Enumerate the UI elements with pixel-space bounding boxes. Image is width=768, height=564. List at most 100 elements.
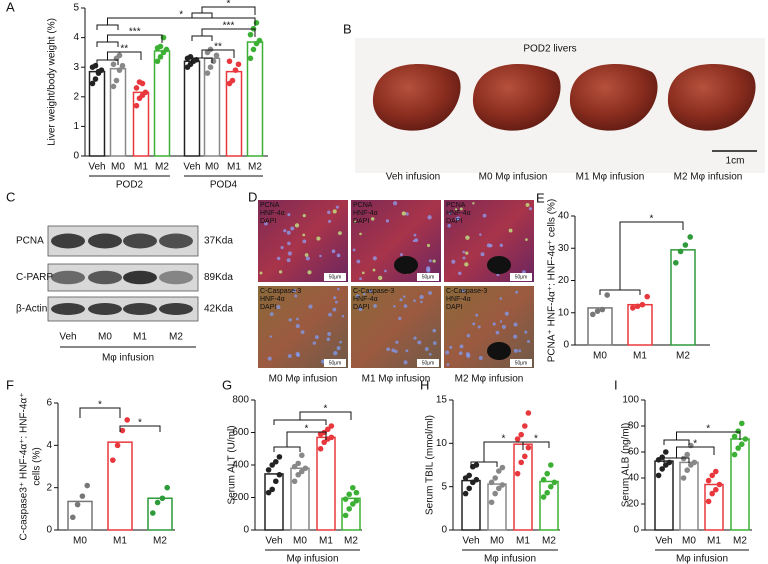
if-nucleus — [432, 259, 436, 263]
data-point — [325, 426, 331, 433]
x-axis-label: Mφ infusion — [484, 554, 536, 564]
if-nucleus — [358, 306, 363, 312]
if-nucleus — [335, 205, 339, 209]
if-nucleus — [307, 270, 312, 275]
if-scale: 50μm — [422, 360, 435, 366]
data-point — [590, 311, 596, 318]
data-point — [548, 462, 554, 468]
data-point — [265, 489, 272, 496]
if-channel: C-Caspase-3 — [446, 288, 487, 295]
if-nucleus — [292, 288, 297, 293]
if-nucleus — [477, 325, 481, 329]
y-tick-label: 10 — [436, 438, 448, 449]
data-point — [235, 61, 242, 68]
data-point — [124, 417, 130, 423]
if-scale: 50μm — [329, 360, 342, 366]
data-point — [229, 77, 236, 84]
data-point — [92, 76, 99, 82]
if-scale-box — [417, 273, 439, 281]
data-point — [232, 67, 239, 73]
if-nucleus — [400, 253, 403, 257]
data-point — [684, 451, 690, 458]
if-nucleus — [428, 291, 432, 295]
y-axis-label: Serum TBIL (mmol/ml) — [425, 415, 436, 515]
if-nucleus — [445, 350, 450, 355]
if-nucleus — [458, 271, 462, 276]
y-axis-label: Liver weight/body weight (%) — [47, 18, 58, 146]
data-point — [89, 80, 96, 87]
x-tick-label: M1 — [113, 536, 127, 547]
data-point — [687, 234, 693, 240]
bar — [153, 50, 171, 157]
data-point — [276, 471, 283, 478]
data-point — [95, 68, 102, 75]
significance-label: * — [502, 434, 506, 445]
if-nucleus — [286, 230, 291, 235]
if-scale: 50μm — [422, 274, 435, 280]
if-nucleus — [288, 318, 292, 322]
data-point — [735, 445, 741, 451]
data-point — [709, 490, 715, 497]
if-nucleus — [466, 353, 471, 359]
if-nucleus — [465, 235, 470, 240]
panel-label: B — [343, 21, 352, 36]
data-point — [154, 499, 161, 506]
if-nucleus — [527, 340, 530, 344]
data-point — [142, 89, 149, 96]
x-tick-label: M1 — [319, 536, 333, 547]
x-tick-label: M0 — [490, 536, 504, 547]
if-nucleus — [355, 294, 360, 298]
if-nucleus — [446, 363, 450, 366]
y-tick-label: 6 — [46, 398, 52, 409]
data-point — [159, 495, 166, 502]
if-nucleus — [316, 236, 321, 241]
significance-bracket — [191, 6, 256, 18]
y-tick-label: 20 — [558, 275, 570, 286]
data-point — [716, 481, 723, 488]
blot-band — [88, 233, 122, 249]
if-nucleus — [414, 238, 419, 243]
data-point — [247, 55, 254, 62]
if-nucleus — [283, 229, 287, 233]
if-channel: DAPI — [446, 218, 462, 225]
if-caption: M2 Mφ infusion — [455, 374, 524, 385]
if-nucleus — [458, 351, 463, 356]
liver — [667, 64, 756, 131]
y-tick-label: 2 — [73, 91, 79, 102]
significance-bracket — [663, 431, 741, 445]
data-point — [276, 454, 283, 460]
if-scale: 50μm — [515, 274, 528, 280]
x-tick-label: M2 — [542, 536, 556, 547]
x-tick-label: M1 — [134, 162, 148, 173]
x-tick-label: M0 — [111, 162, 125, 173]
liver — [372, 64, 461, 131]
y-tick-label: 20 — [628, 499, 640, 510]
x-tick-label: Veh — [655, 536, 672, 547]
data-point — [116, 67, 123, 73]
data-point — [269, 462, 276, 468]
if-nucleus — [413, 299, 416, 303]
if-caption: M1 Mφ infusion — [362, 374, 431, 385]
data-point — [291, 478, 298, 485]
data-point — [84, 482, 90, 489]
if-nucleus — [394, 349, 398, 354]
significance-bracket — [96, 34, 163, 47]
if-nucleus — [403, 304, 408, 308]
data-point — [163, 46, 170, 53]
data-point — [74, 501, 81, 508]
if-nucleus — [326, 337, 331, 342]
y-tick-label: 4 — [46, 440, 52, 451]
data-point — [473, 476, 480, 483]
data-point — [518, 459, 524, 466]
data-point — [630, 305, 636, 311]
data-point — [295, 471, 302, 478]
data-point — [299, 452, 305, 459]
panel-label: I — [614, 377, 618, 392]
if-nucleus — [449, 345, 453, 349]
if-nucleus — [412, 239, 416, 243]
if-nucleus — [454, 208, 458, 211]
if-nucleus — [424, 347, 429, 352]
data-point — [496, 485, 502, 492]
if-nucleus — [359, 232, 362, 236]
if-nucleus — [294, 223, 300, 228]
